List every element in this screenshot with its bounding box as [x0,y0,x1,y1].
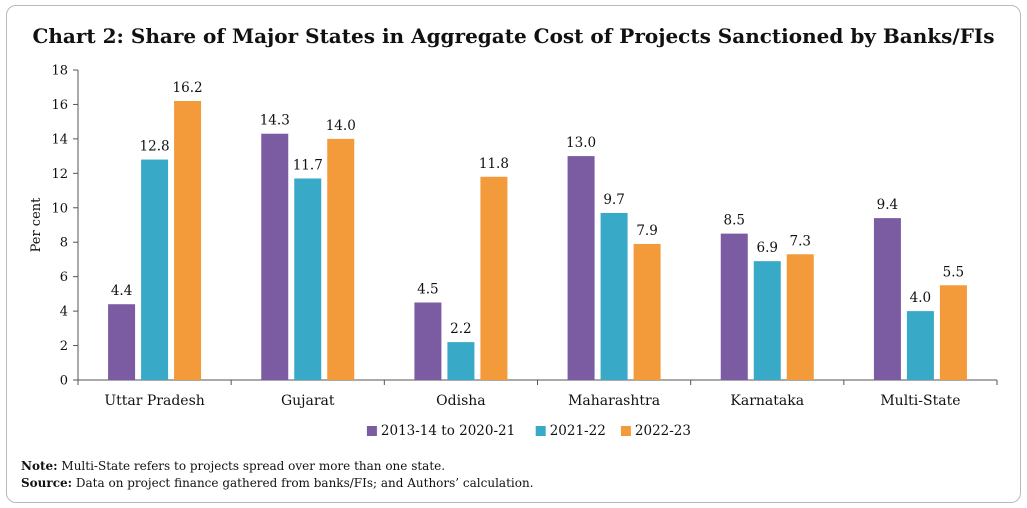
y-tick-label: 2 [60,339,68,354]
bar [108,304,136,380]
y-tick-label: 18 [51,64,68,79]
y-tick-label: 14 [51,132,68,147]
x-tick-label: Maharashtra [568,393,660,409]
bar [447,342,475,380]
bar [141,159,169,380]
legend-swatch [620,426,631,436]
bar-value-label: 7.9 [636,223,657,239]
source-text: Data on project finance gathered from ba… [72,476,534,490]
bar-value-label: 4.4 [111,283,132,299]
bar [327,138,355,380]
bar [174,101,202,380]
y-tick-label: 10 [51,201,68,216]
y-tick-label: 12 [51,167,68,182]
bar-value-label: 14.3 [260,113,290,129]
y-tick-label: 4 [60,305,68,320]
source-line: Source: Data on project finance gathered… [21,475,534,492]
legend-swatch [366,426,377,436]
y-tick-label: 0 [60,374,68,389]
bar [414,302,442,380]
bar [720,233,748,380]
x-tick-label: Gujarat [281,393,335,409]
legend-label: 2013-14 to 2020-21 [381,423,515,439]
bar [906,311,934,380]
bar-value-label: 14.0 [326,118,356,134]
bar-value-label: 9.7 [603,192,624,208]
bar-value-label: 13.0 [566,135,596,151]
bar-value-label: 2.2 [450,321,471,337]
bar [786,254,814,380]
bar-value-label: 8.5 [724,213,745,229]
y-tick-label: 8 [60,236,68,251]
bar [873,218,901,380]
note-text: Multi-State refers to projects spread ov… [57,459,446,473]
x-tick-label: Uttar Pradesh [104,393,204,409]
bar-value-label: 9.4 [877,197,898,213]
bar-value-label: 16.2 [173,80,203,96]
y-axis-label: Per cent [29,197,44,253]
y-tick-label: 6 [60,270,68,285]
bar-value-label: 5.5 [943,264,964,280]
bar-value-label: 7.3 [790,233,811,249]
note-line: Note: Multi-State refers to projects spr… [21,458,534,475]
bar [567,156,595,380]
bar [753,261,781,380]
legend-label: 2022-23 [635,423,691,439]
source-label: Source: [21,476,73,490]
bar-value-label: 11.8 [479,156,509,172]
bar-value-label: 4.5 [417,282,438,298]
bar-value-label: 12.8 [140,139,170,155]
bar-value-label: 6.9 [757,240,778,256]
bar [294,178,322,380]
y-tick-label: 16 [51,98,68,113]
legend-swatch [535,426,546,436]
bar [939,285,967,380]
chart-notes: Note: Multi-State refers to projects spr… [21,458,534,492]
note-label: Note: [21,459,58,473]
bar [261,133,289,380]
bar [600,212,628,380]
x-tick-label: Multi-State [880,393,960,409]
x-tick-label: Odisha [436,393,485,409]
legend-label: 2021-22 [550,423,606,439]
bar-value-label: 4.0 [910,290,931,306]
chart-title: Chart 2: Share of Major States in Aggreg… [32,24,995,48]
bar [633,243,661,380]
x-tick-label: Karnataka [730,393,804,409]
bar [480,176,508,380]
bar-value-label: 11.7 [293,158,323,174]
